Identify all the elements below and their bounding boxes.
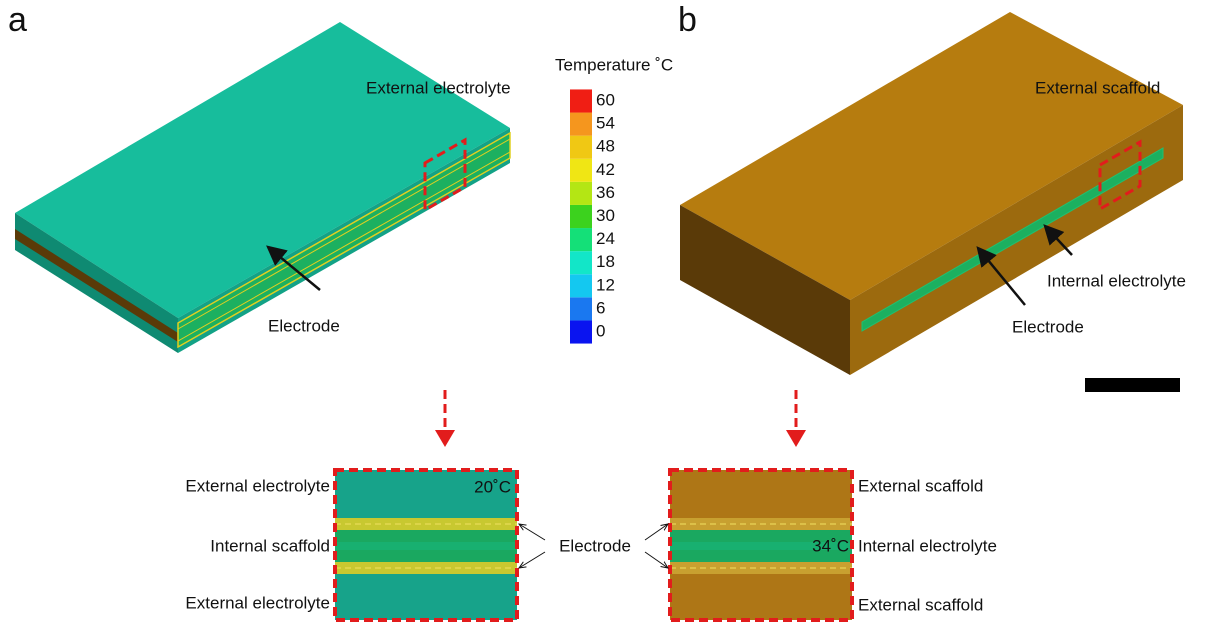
label: External electrolyte: [185, 593, 330, 612]
colorbar-tick-label: 0: [596, 321, 605, 340]
colorbar-tick-label: 6: [596, 298, 605, 317]
colorbar-tick-label: 30: [596, 206, 615, 225]
label: Electrode: [559, 536, 631, 555]
panel-label: b: [678, 1, 697, 39]
colorbar-segment: [570, 251, 592, 274]
colorbar-tick-label: 24: [596, 229, 615, 248]
temperature: 20˚C: [474, 477, 511, 496]
colorbar-segment: [570, 113, 592, 136]
label: Internal electrolyte: [1047, 271, 1186, 290]
panel-label: a: [8, 1, 27, 39]
temperature: 34˚C: [812, 536, 849, 555]
colorbar-segment: [570, 228, 592, 251]
colorbar-segment: [570, 159, 592, 182]
colorbar-segment: [570, 182, 592, 205]
label: External scaffold: [858, 476, 983, 495]
slab-a: [15, 22, 510, 353]
colorbar-tick-label: 54: [596, 114, 615, 133]
label: Internal electrolyte: [858, 536, 997, 555]
label: External electrolyte: [366, 78, 511, 97]
figure: 0 6 12 18 24 30 36 42 48 54 60 a b External electr…: [0, 0, 1230, 623]
colorbar-segment: [570, 136, 592, 159]
colorbar-tick-label: 36: [596, 183, 615, 202]
colorbar-tick-label: 48: [596, 137, 615, 156]
colorbar-segment: [570, 297, 592, 320]
label: Electrode: [268, 316, 340, 335]
label: Internal scaffold: [210, 536, 330, 555]
label: External scaffold: [1035, 78, 1160, 97]
label: Electrode: [1012, 317, 1084, 336]
box-b: [680, 12, 1183, 392]
label: External electrolyte: [185, 476, 330, 495]
colorbar-tick-label: 12: [596, 275, 615, 294]
colorbar-tick-label: 18: [596, 252, 615, 271]
colorbar-tick-label: 42: [596, 160, 615, 179]
colorbar: 0 6 12 18 24 30 36 42 48 54 60: [570, 89, 615, 343]
colorbar-title: Temperature ˚C: [555, 55, 673, 74]
colorbar-segment: [570, 89, 592, 112]
colorbar-segment: [570, 205, 592, 228]
colorbar-tick-label: 60: [596, 90, 615, 109]
colorbar-segment: [570, 320, 592, 343]
label: External scaffold: [858, 595, 983, 614]
colorbar-segment: [570, 274, 592, 297]
